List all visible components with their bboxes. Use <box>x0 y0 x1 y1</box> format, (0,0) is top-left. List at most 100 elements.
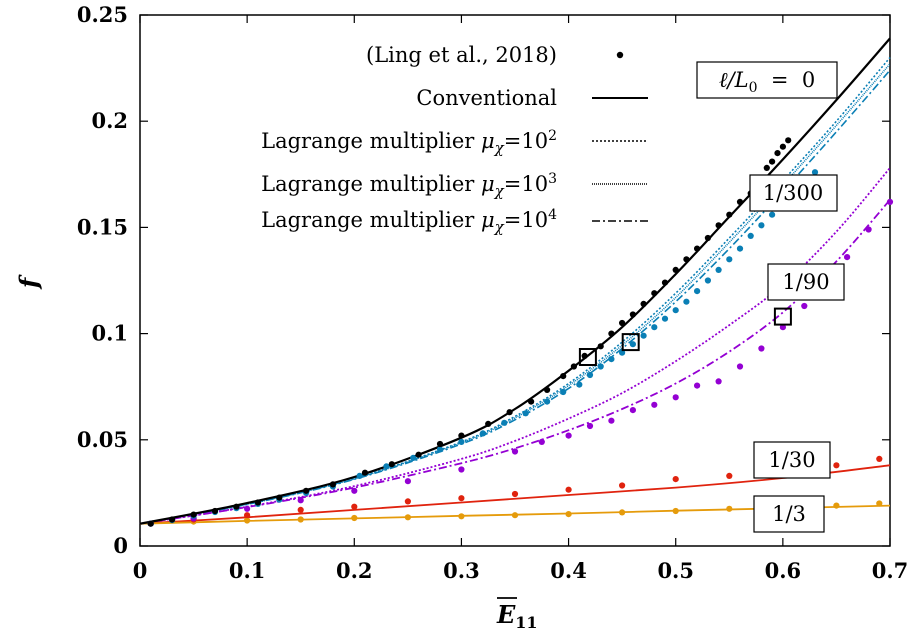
point-orange <box>351 514 358 522</box>
point-purple <box>736 363 744 370</box>
y-tick-label: 0.1 <box>91 321 128 346</box>
point-blue <box>522 410 529 417</box>
point-red <box>619 482 626 489</box>
marker-square <box>621 333 640 352</box>
point-red <box>565 486 572 493</box>
x-tick-label: 0.5 <box>657 558 694 583</box>
point-blue <box>560 388 567 396</box>
point-blue <box>694 288 701 295</box>
point-black <box>629 311 637 318</box>
point-purple <box>672 394 679 401</box>
point-black <box>458 432 465 439</box>
point-blue <box>629 341 637 348</box>
annotation-l300: 1/300 <box>749 174 838 212</box>
point-black <box>485 420 492 427</box>
point-black <box>361 469 369 476</box>
legend-label-conventional: Conventional <box>416 86 557 110</box>
point-purple <box>244 505 251 512</box>
y-tick-label: 0.15 <box>77 214 128 239</box>
point-black <box>254 499 261 506</box>
x-tick-label: 0.2 <box>336 558 373 583</box>
point-black <box>544 386 551 393</box>
point-blue <box>640 332 647 339</box>
point-black <box>388 461 395 468</box>
point-black <box>774 150 781 157</box>
point-black <box>640 300 647 307</box>
annotation-l0: ℓ/L0 = 0 <box>696 61 838 99</box>
point-blue <box>811 169 819 176</box>
point-orange <box>833 502 840 509</box>
point-blue <box>672 307 679 314</box>
point-blue <box>597 363 604 370</box>
x-tick-label: 0.3 <box>443 558 480 583</box>
point-purple <box>404 478 411 485</box>
point-purple <box>886 198 894 205</box>
point-purple <box>458 466 465 473</box>
point-blue <box>769 211 776 218</box>
point-black <box>190 511 197 518</box>
x-tick-label: 0.4 <box>550 558 587 583</box>
svg-text:1/3: 1/3 <box>772 502 806 526</box>
point-black <box>779 143 787 150</box>
point-black <box>506 409 513 416</box>
point-black <box>233 503 240 510</box>
point-black <box>560 373 567 380</box>
point-purple <box>651 401 658 408</box>
point-orange <box>297 516 304 523</box>
point-blue <box>651 324 658 331</box>
point-black <box>303 487 310 494</box>
point-purple <box>801 302 808 310</box>
point-black <box>726 211 733 218</box>
point-orange <box>876 500 883 507</box>
point-blue <box>576 381 583 388</box>
svg-text:E11: E11 <box>496 600 538 632</box>
svg-text:1/90: 1/90 <box>782 270 829 294</box>
point-purple <box>565 432 572 439</box>
point-blue <box>586 371 594 379</box>
point-red <box>351 503 358 510</box>
plot-frame <box>139 14 891 547</box>
point-blue <box>479 430 486 437</box>
point-orange <box>458 513 465 520</box>
point-red <box>297 506 304 513</box>
curve-purple_mu2 <box>139 167 891 525</box>
point-blue <box>704 277 712 284</box>
point-purple <box>297 497 304 504</box>
point-black <box>169 516 176 523</box>
point-black <box>147 520 154 527</box>
curve-blue_mu2 <box>139 56 891 525</box>
axis-ticks: 0 0.1 0.2 0.3 0.4 0.5 0.6 0.7 0 0.05 0.1 0.15 0.2 0.2… <box>77 2 908 583</box>
annotation-l30: 1/30 <box>753 441 831 479</box>
point-blue <box>726 256 733 263</box>
point-purple <box>758 345 765 352</box>
point-blue <box>436 446 444 453</box>
point-blue <box>501 419 508 426</box>
point-orange <box>565 510 572 518</box>
marker-square <box>578 348 597 366</box>
x-tick-label: 0 <box>133 558 148 583</box>
point-blue <box>356 472 363 479</box>
point-blue <box>619 349 626 356</box>
point-blue <box>736 245 744 252</box>
point-orange <box>244 517 251 524</box>
point-orange <box>511 512 519 519</box>
point-black <box>436 440 444 448</box>
point-black <box>736 198 744 205</box>
point-black <box>661 279 669 286</box>
x-tick-label: 0.7 <box>872 558 909 583</box>
y-axis-label: f <box>14 274 43 290</box>
point-blue <box>758 222 765 229</box>
point-purple <box>608 417 615 424</box>
point-black <box>715 222 722 229</box>
curve-purple_mu4 <box>139 199 891 525</box>
point-black <box>651 290 658 297</box>
point-red <box>876 455 883 462</box>
point-purple <box>351 487 358 494</box>
highlight-markers <box>578 307 792 366</box>
point-blue <box>683 298 690 305</box>
point-orange <box>672 507 679 515</box>
point-black <box>672 266 679 273</box>
point-black <box>704 234 712 242</box>
y-tick-label: 0.25 <box>77 2 128 27</box>
